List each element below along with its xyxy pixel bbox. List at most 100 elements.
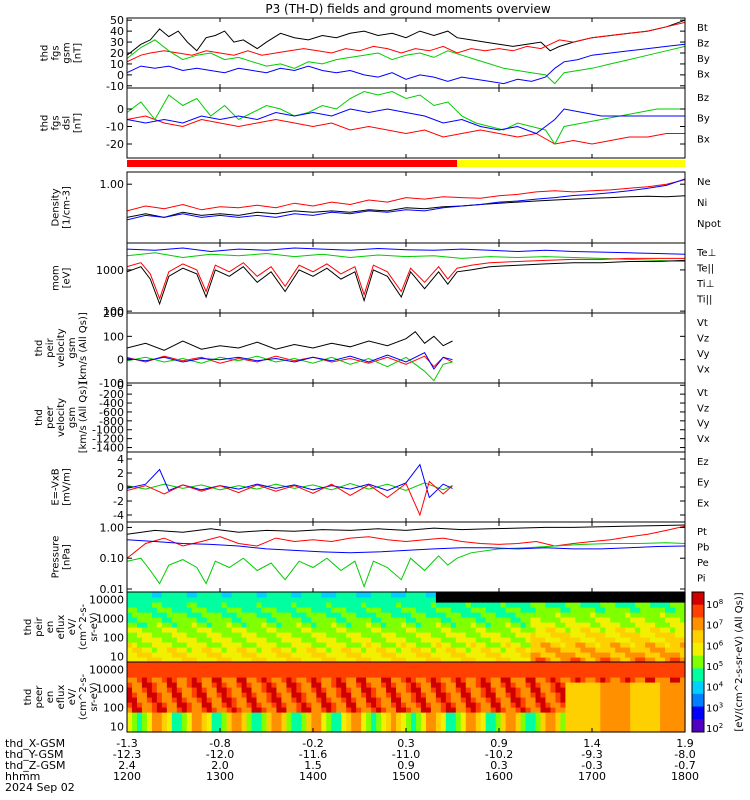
spectrogram-cell xyxy=(191,702,198,708)
spectrogram-cell xyxy=(625,622,631,628)
y-tick-label: 30 xyxy=(110,36,124,49)
spectrogram-cell xyxy=(206,662,213,668)
spectrogram-cell xyxy=(535,627,542,633)
spectrogram-cell xyxy=(505,647,512,653)
spectrogram-cell xyxy=(545,612,552,618)
spectrogram-cell xyxy=(231,627,238,633)
spectrogram-cell xyxy=(351,642,357,648)
spectrogram-cell xyxy=(475,677,482,683)
spectrogram-cell xyxy=(301,667,307,673)
spectrogram-cell xyxy=(680,607,686,613)
spectrogram-cell xyxy=(530,607,537,613)
spectrogram-cell xyxy=(640,627,646,633)
spectrogram-cell xyxy=(351,592,357,598)
series-line-Npot xyxy=(126,178,686,221)
spectrogram-cell xyxy=(625,667,631,673)
spectrogram-cell xyxy=(161,602,168,608)
spectrogram-cell xyxy=(361,632,367,638)
y-axis-label: mom xyxy=(51,265,62,291)
spectrogram-cell xyxy=(211,677,218,683)
spectrogram-cell xyxy=(276,667,283,673)
spectrogram-cell xyxy=(266,662,273,668)
spectrogram-cell xyxy=(306,712,312,718)
spectrogram-cell xyxy=(510,592,517,598)
spectrogram-cell xyxy=(361,672,367,678)
spectrogram-cell xyxy=(281,607,288,613)
spectrogram-cell xyxy=(216,722,223,728)
spectrogram-cell xyxy=(525,602,532,608)
spectrogram-cell xyxy=(410,647,417,653)
spectrogram-cell xyxy=(156,637,163,643)
spectrogram-cell xyxy=(605,642,611,648)
spectrogram-cell xyxy=(286,642,293,648)
spectrogram-cell xyxy=(420,647,427,653)
spectrogram-cell xyxy=(470,697,477,703)
spectrogram-cell xyxy=(127,662,133,668)
spectrogram-cell xyxy=(660,662,666,668)
spectrogram-cell xyxy=(176,722,183,728)
spectrogram-cell xyxy=(331,667,337,673)
legend-entry: Bt xyxy=(697,23,708,34)
spectrogram-cell xyxy=(450,677,457,683)
spectrogram-cell xyxy=(665,727,671,733)
spectrogram-cell xyxy=(550,697,557,703)
spectrogram-cell xyxy=(525,727,532,733)
spectrogram-cell xyxy=(356,652,362,658)
spectrogram-cell xyxy=(181,622,188,628)
spectrogram-cell xyxy=(201,647,208,653)
spectrogram-cell xyxy=(306,652,312,658)
spectrogram-cell xyxy=(485,637,492,643)
spectrogram-cell xyxy=(625,642,631,648)
spectrogram-cell xyxy=(575,682,581,688)
spectrogram-cell xyxy=(640,722,646,728)
spectrogram-cell xyxy=(236,617,243,623)
x-gsm-value: 0.9 xyxy=(490,737,508,750)
spectrogram-cell xyxy=(540,632,547,638)
spectrogram-cell xyxy=(460,672,467,678)
spectrogram-cell xyxy=(480,642,487,648)
spectrogram-cell xyxy=(470,627,477,633)
spectrogram-cell xyxy=(590,697,596,703)
spectrogram-cell xyxy=(321,702,327,708)
spectrogram-cell xyxy=(680,627,686,633)
spectrogram-cell xyxy=(470,662,477,668)
spectrogram-cell xyxy=(171,627,178,633)
spectrogram-cell xyxy=(236,702,243,708)
spectrogram-cell xyxy=(625,657,631,663)
spectrogram-cell xyxy=(366,697,372,703)
spectrogram-cell xyxy=(161,622,168,628)
spectrogram-cell xyxy=(450,632,457,638)
spectrogram-cell xyxy=(500,717,507,723)
spectrogram-cell xyxy=(391,687,397,693)
spectrogram-cell xyxy=(500,657,507,663)
spectrogram-cell xyxy=(391,697,397,703)
spectrogram-cell xyxy=(545,672,552,678)
spectrogram-cell xyxy=(540,697,547,703)
spectrogram-cell xyxy=(156,672,163,678)
spectrogram-cell xyxy=(166,602,173,608)
spectrogram-cell xyxy=(406,717,412,723)
spectrogram-cell xyxy=(555,617,562,623)
spectrogram-cell xyxy=(530,637,537,643)
spectrogram-cell xyxy=(186,632,193,638)
spectrogram-cell xyxy=(515,717,522,723)
spectrogram-cell xyxy=(286,677,293,683)
spectrogram-cell xyxy=(221,637,228,643)
spectrogram-cell xyxy=(640,677,646,683)
spectrogram-cell xyxy=(645,727,651,733)
y-axis-label: peer xyxy=(34,685,45,709)
spectrogram-cell xyxy=(296,687,302,693)
spectrogram-cell xyxy=(445,707,452,713)
spectrogram-cell xyxy=(625,672,631,678)
spectrogram-cell xyxy=(331,627,337,633)
spectrogram-cell xyxy=(560,647,567,653)
spectrogram-cell xyxy=(151,657,158,663)
spectrogram-cell xyxy=(505,682,512,688)
spectrogram-cell xyxy=(216,617,223,623)
spectrogram-cell xyxy=(291,612,297,618)
y-axis-label: peir xyxy=(45,337,56,357)
spectrogram-cell xyxy=(321,642,327,648)
spectrogram-cell xyxy=(410,602,417,608)
spectrogram-cell xyxy=(131,677,138,683)
spectrogram-cell xyxy=(271,697,278,703)
